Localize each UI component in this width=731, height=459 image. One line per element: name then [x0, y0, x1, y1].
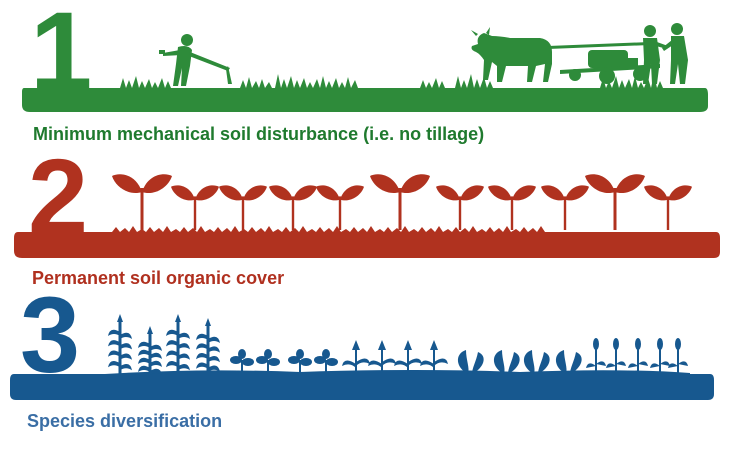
two-farmers-icon [643, 23, 688, 84]
ox-icon [471, 27, 552, 82]
seedling-icon [171, 185, 219, 230]
principle-2-caption: Permanent soil organic cover [32, 268, 285, 288]
principle-3-panel: 3 Species diversification [0, 274, 731, 459]
ground-band [22, 88, 708, 112]
principle-1-illustration: 1 [22, 0, 708, 114]
maize-plant-icon [138, 326, 162, 375]
millet-plant-icon [586, 338, 606, 374]
seedling-icon [112, 174, 172, 230]
sorghum-plant-icon [394, 340, 422, 374]
crop-residue-layer [105, 370, 690, 376]
millet-plant-icon [668, 338, 688, 374]
seedling-icon [219, 185, 267, 230]
sorghum-plant-icon [368, 340, 396, 374]
seedling-icon [541, 185, 589, 230]
sorghum-plant-icon [342, 340, 370, 374]
principle-2-panel: 2 Permanent soil organic cover [0, 136, 731, 290]
bean-plant-icon [256, 349, 280, 374]
leafy-plant-icon [523, 350, 550, 374]
principle-3-caption: Species diversification [27, 411, 223, 431]
bean-plant-icon [288, 349, 312, 374]
mulch-layer [112, 226, 545, 232]
principle-1-panel: 1 [0, 0, 731, 150]
maize-plant-icon [196, 318, 220, 374]
seedling-icon [644, 185, 692, 230]
millet-plant-icon [606, 338, 626, 374]
farmer-with-hoe-icon [159, 34, 232, 86]
principle-3-illustration: 3 [10, 274, 714, 400]
seedling-icon [585, 174, 645, 230]
millet-plant-icon [628, 338, 648, 374]
principle-2-illustration: 2 [14, 136, 720, 258]
seedling-icon [370, 174, 430, 230]
seedling-icon [316, 185, 364, 230]
principle-1-caption: Minimum mechanical soil disturbance (i.e… [33, 124, 485, 144]
seedling-icon [269, 185, 317, 230]
ground-band [14, 232, 720, 258]
leafy-plant-icon [457, 350, 484, 374]
seedling-icon [488, 185, 536, 230]
plough-beam [548, 42, 650, 49]
planter-machine-icon [560, 50, 660, 84]
millet-plant-icon [650, 338, 670, 374]
ground-band [10, 374, 714, 400]
seedling-icon [436, 185, 484, 230]
maize-plant-icon [108, 314, 132, 374]
maize-plant-icon [166, 314, 190, 374]
bean-plant-icon [230, 349, 254, 374]
grass-tufts [120, 74, 663, 88]
bean-plant-icon [314, 349, 338, 374]
leafy-plant-icon [555, 350, 582, 374]
leafy-plant-icon [493, 350, 520, 374]
sorghum-plant-icon [420, 340, 448, 374]
